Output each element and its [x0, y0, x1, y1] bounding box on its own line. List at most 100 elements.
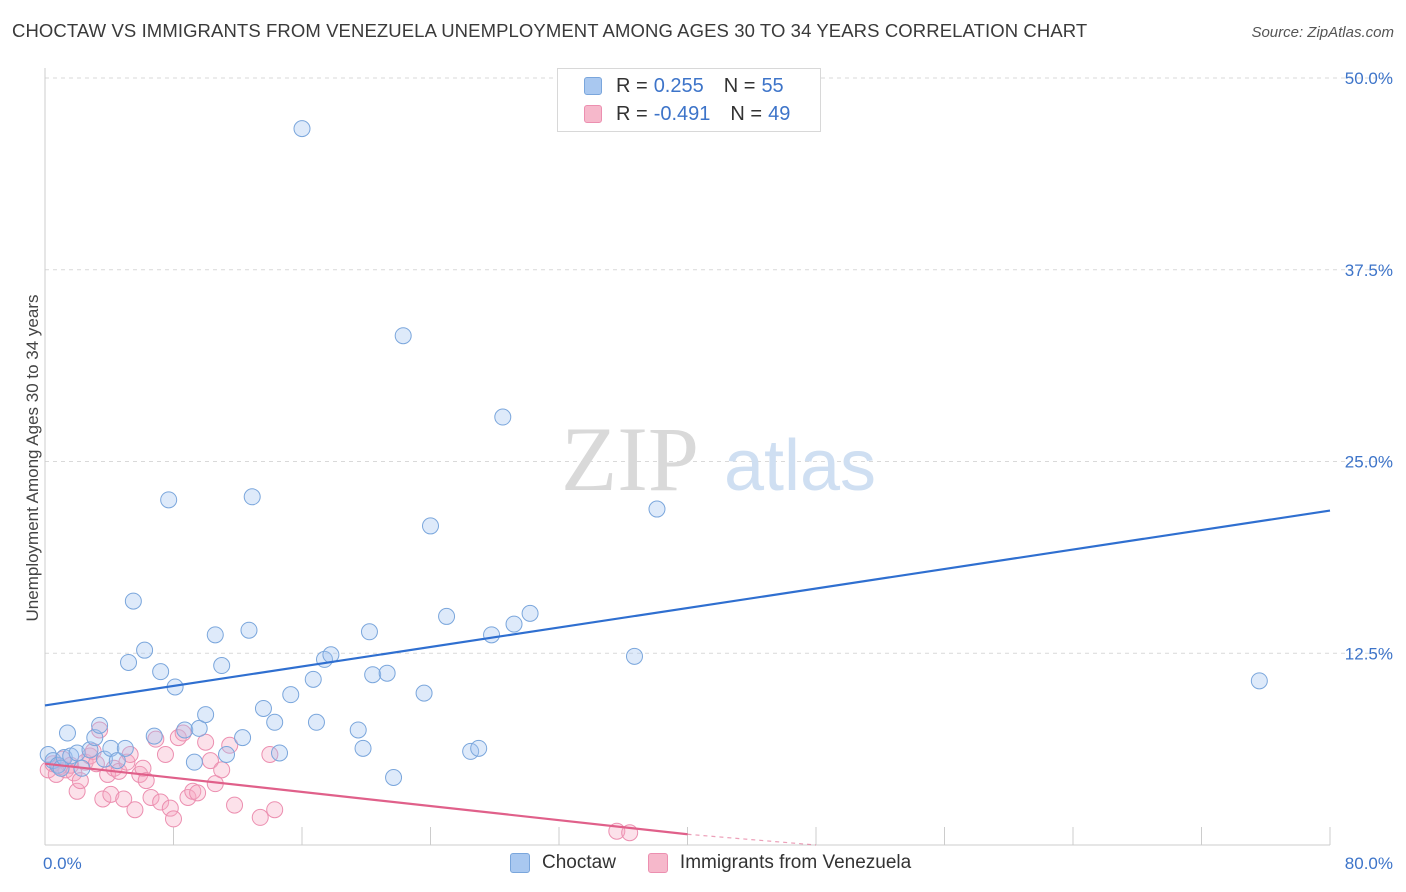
n-value: 55	[761, 74, 784, 97]
choctaw-point	[483, 626, 501, 644]
choctaw-point	[240, 621, 258, 639]
venezuela-point	[197, 733, 215, 751]
x-tick-label: 0.0%	[43, 854, 82, 873]
venezuela-point	[152, 793, 170, 811]
venezuela-point	[189, 784, 207, 802]
venezuela-point	[71, 772, 89, 790]
y-tick-label: 12.5%	[1345, 644, 1393, 663]
choctaw-point	[360, 623, 378, 641]
legend-label-venezuela: Immigrants from Venezuela	[679, 852, 912, 873]
choctaw-point	[293, 120, 311, 138]
venezuela-point	[68, 782, 86, 800]
choctaw-point	[1250, 672, 1268, 690]
choctaw-point	[521, 604, 539, 622]
choctaw-point	[68, 744, 86, 762]
choctaw-point	[95, 750, 113, 768]
grid-lines	[45, 77, 1392, 654]
choctaw-point	[185, 753, 203, 771]
choctaw-point	[218, 745, 236, 763]
choctaw-point	[304, 670, 322, 688]
choctaw-point	[494, 408, 512, 426]
choctaw-swatch	[584, 77, 602, 95]
r-label: R =	[616, 102, 648, 125]
chart-title: CHOCTAW VS IMMIGRANTS FROM VENEZUELA UNE…	[12, 20, 1088, 41]
choctaw-trend-line	[44, 509, 1331, 707]
y-tick-label: 37.5%	[1345, 261, 1393, 280]
venezuela-trend-line	[44, 762, 688, 836]
choctaw-point	[120, 653, 138, 671]
venezuela-point	[94, 790, 112, 808]
choctaw-point	[378, 664, 396, 682]
legend-row-venezuela: R = -0.491 N = 49	[584, 101, 790, 127]
r-value: 0.255	[653, 74, 704, 97]
choctaw-point	[145, 727, 163, 745]
venezuela-point	[115, 790, 133, 808]
trend-lines	[44, 509, 1331, 846]
watermark-atlas: atlas	[724, 426, 876, 506]
venezuela-point	[137, 772, 155, 790]
venezuela-point	[266, 801, 284, 819]
choctaw-point	[108, 752, 126, 770]
choctaw-point	[243, 488, 261, 506]
choctaw-point	[415, 684, 433, 702]
axes	[44, 68, 1331, 846]
choctaw-point	[58, 724, 76, 742]
venezuela-point	[156, 745, 174, 763]
choctaw-point	[206, 626, 224, 644]
y-tick-label: 25.0%	[1345, 453, 1393, 472]
choctaw-point	[266, 713, 284, 731]
choctaw-point	[385, 769, 403, 787]
choctaw-point	[349, 721, 367, 739]
venezuela-point	[102, 785, 120, 803]
series-legend: Choctaw Immigrants from Venezuela	[510, 852, 943, 874]
venezuela-swatch	[647, 853, 668, 873]
legend-label-choctaw: Choctaw	[542, 852, 616, 873]
choctaw-swatch	[510, 853, 530, 873]
choctaw-point	[136, 641, 154, 659]
watermark: ZIP atlas	[561, 408, 876, 510]
r-value: -0.491	[653, 102, 711, 125]
venezuela-point	[161, 799, 179, 817]
choctaw-point	[470, 739, 488, 757]
watermark-zip: ZIP	[561, 408, 699, 510]
venezuela-point	[147, 730, 165, 748]
venezuela-point	[221, 736, 239, 754]
choctaw-point	[354, 739, 372, 757]
choctaw-point	[394, 327, 412, 345]
legend-item-choctaw: Choctaw	[510, 852, 616, 874]
n-label: N =	[730, 102, 763, 125]
choctaw-point	[91, 716, 109, 734]
choctaw-point	[438, 607, 456, 625]
venezuela-point	[226, 796, 244, 814]
venezuela-swatch	[584, 105, 602, 123]
choctaw-point	[307, 713, 325, 731]
choctaw-point	[254, 699, 272, 717]
n-value: 49	[768, 102, 791, 125]
venezuela-point	[174, 724, 192, 742]
choctaw-point	[190, 719, 208, 737]
choctaw-point	[160, 491, 178, 509]
venezuela-point	[213, 761, 231, 779]
choctaw-point	[648, 500, 666, 518]
correlation-legend: R = 0.255 N = 55 R = -0.491 N = 49	[557, 68, 821, 132]
venezuela-point	[251, 808, 269, 826]
venezuela-trend-extension	[687, 833, 817, 846]
y-tick-label: 50.0%	[1345, 69, 1393, 88]
source-label: Source: ZipAtlas.com	[1251, 24, 1394, 41]
tick-labels: 12.5% 25.0% 37.5% 50.0% 0.0% 80.0%	[43, 69, 1393, 873]
choctaw-point	[282, 686, 300, 704]
choctaw-point	[116, 739, 134, 757]
choctaw-point	[197, 706, 215, 724]
choctaw-point	[422, 517, 439, 535]
choctaw-point	[152, 663, 170, 681]
venezuela-point	[126, 801, 144, 819]
r-label: R =	[616, 74, 648, 97]
venezuela-point	[142, 788, 160, 806]
choctaw-point	[213, 657, 231, 675]
choctaw-point	[271, 744, 289, 762]
legend-row-choctaw: R = 0.255 N = 55	[584, 73, 784, 99]
choctaw-point	[364, 666, 382, 684]
legend-item-venezuela: Immigrants from Venezuela	[647, 852, 912, 874]
x-tick-label: 80.0%	[1345, 854, 1393, 873]
